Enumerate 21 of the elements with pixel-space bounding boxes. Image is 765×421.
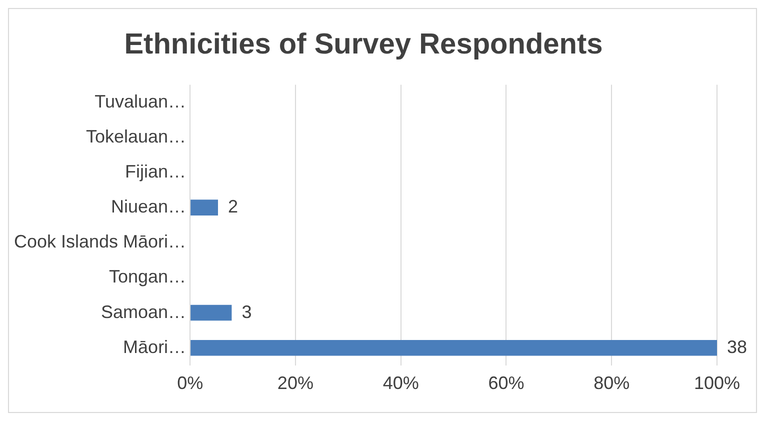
x-tick-label: 20% — [277, 373, 314, 394]
bar — [190, 304, 232, 321]
y-tick-label: Fijian… — [125, 161, 186, 182]
y-tick-label: Tongan… — [109, 266, 186, 287]
x-tick-label: 80% — [594, 373, 630, 394]
annotation: 2 — [228, 196, 238, 217]
y-tick-label: Tuvaluan… — [94, 91, 186, 112]
x-tick-label: 40% — [382, 373, 419, 394]
x-tick-label: 100% — [694, 373, 740, 394]
y-tick-label: Māori… — [123, 336, 186, 357]
y-tick-label: Samoan… — [101, 302, 186, 322]
y-tick-label: Niuean… — [111, 196, 186, 217]
y-tick-label: Tokelauan… — [86, 126, 186, 146]
bar — [190, 200, 218, 216]
x-tick-label: 60% — [488, 373, 524, 394]
x-tick-label: 0% — [177, 373, 204, 394]
annotation: 38 — [727, 336, 748, 357]
chart-title: Ethnicities of Survey Respondents — [124, 28, 603, 60]
annotation: 3 — [242, 302, 252, 322]
y-tick-label: Cook Islands Māori… — [14, 232, 186, 252]
bar — [190, 340, 717, 356]
